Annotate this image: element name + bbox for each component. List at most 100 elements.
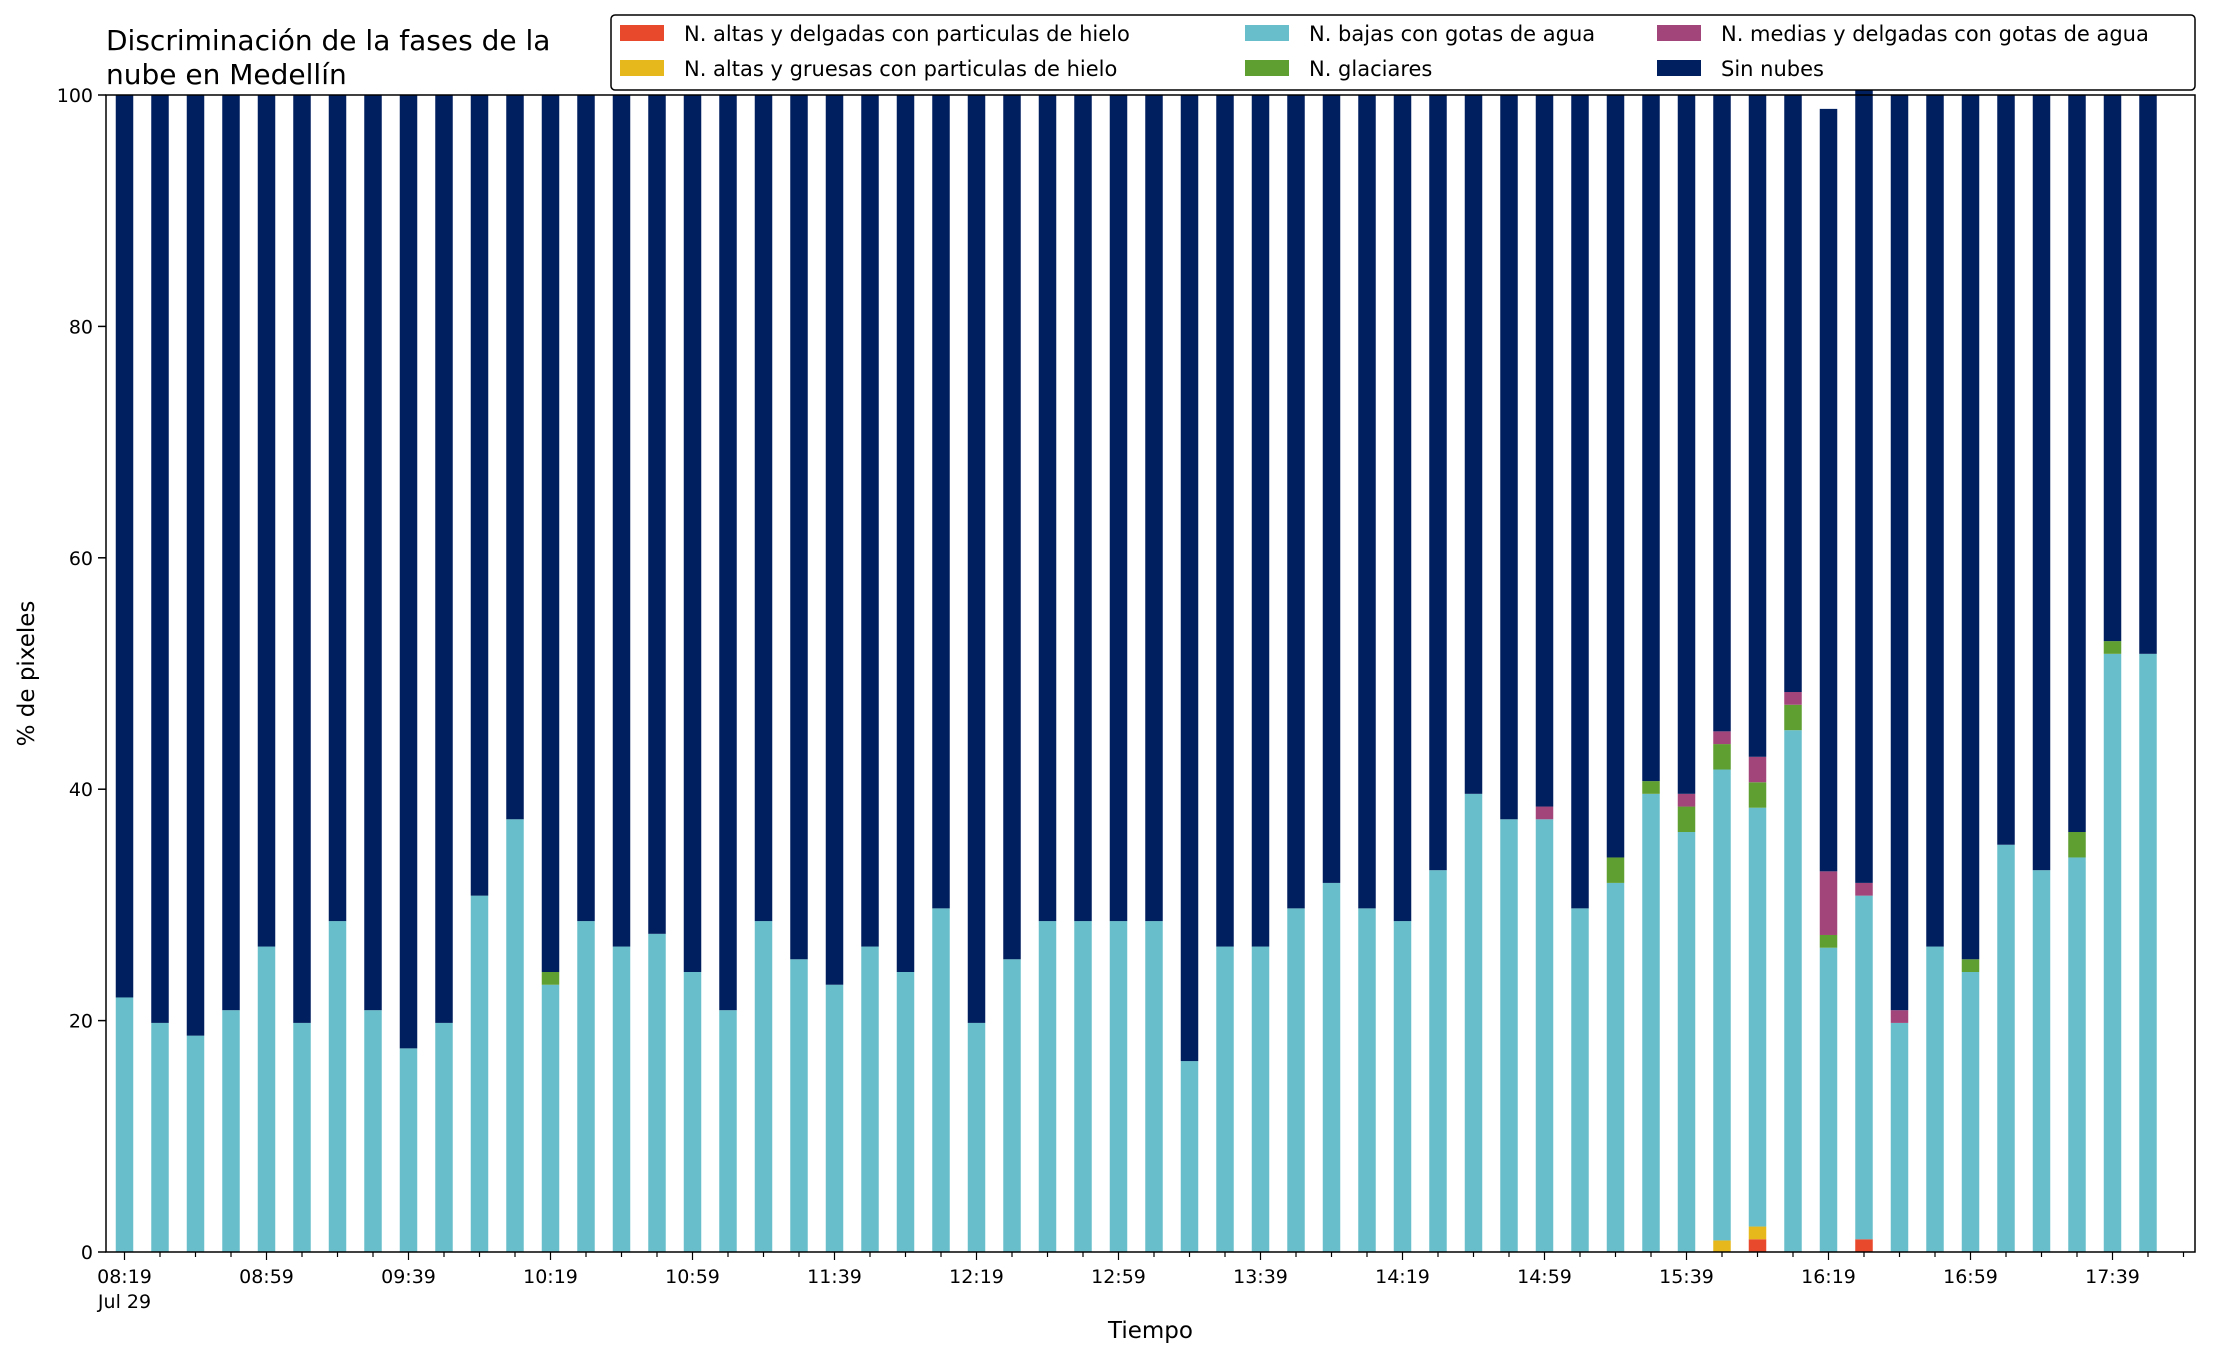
chart-title: Discriminación de la fases de la nube en… [106, 24, 550, 91]
bar-segment-1249-s5 [1074, 95, 1092, 922]
bar-segment-1559-s1 [1748, 1226, 1767, 1240]
y-tick-label: 60 [69, 548, 93, 570]
bars-layer [115, 82, 2157, 1252]
bar-segment-1039-s2 [612, 946, 631, 1252]
bar-segment-1629-s4 [1855, 882, 1873, 896]
bar-segment-1309-s5 [1145, 95, 1163, 922]
bar-segment-1249-s2 [1074, 921, 1092, 1252]
bar-segment-1029-s2 [577, 921, 595, 1252]
x-tick-label: 11:39 [807, 1266, 862, 1288]
legend-label: N. glaciares [1309, 57, 1432, 81]
bar-segment-1439-s5 [1464, 95, 1483, 794]
bar-segment-1509-s5 [1571, 95, 1589, 909]
y-tick-label: 80 [69, 316, 93, 338]
bar-segment-1219-s2 [967, 1022, 986, 1252]
bar-segment-0919-s5 [328, 95, 347, 922]
bar-segment-1029-s5 [577, 95, 595, 922]
bar-segment-1429-s2 [1429, 870, 1447, 1252]
bar-segment-1139-s5 [825, 95, 844, 985]
bar-segment-0949-s5 [435, 95, 453, 1023]
bar-segment-1519-s3 [1606, 857, 1625, 883]
x-axis: 08:19 08:59 09:39 10:19 10:59 11:39 12:19 12:59… [97, 1252, 2185, 1313]
bar-segment-1009-s5 [506, 95, 524, 820]
bar-segment-1149-s2 [861, 946, 879, 1252]
bar-segment-1749-s5 [2139, 95, 2157, 654]
bar-segment-1229-s2 [1003, 959, 1021, 1252]
x-axis-label: Tiempo [1107, 1318, 1193, 1344]
bar-segment-1329-s5 [1216, 95, 1234, 947]
bar-segment-1609-s2 [1784, 730, 1802, 1252]
y-tick-label: 20 [69, 1011, 93, 1033]
x-date-label: Jul 29 [97, 1291, 151, 1313]
y-axis: 0 20 40 60 80 100 [57, 85, 106, 1264]
bar-segment-1149-s5 [861, 95, 879, 947]
bar-segment-1129-s5 [790, 95, 808, 960]
x-tick-label: 08:59 [239, 1266, 294, 1288]
bar-segment-1739-s5 [2103, 95, 2122, 642]
bar-segment-1549-s3 [1713, 744, 1731, 770]
bar-segment-1549-s2 [1713, 769, 1731, 1241]
bar-segment-1159-s2 [896, 972, 915, 1252]
bar-segment-1009-s2 [506, 819, 524, 1252]
bar-segment-1649-s5 [1926, 95, 1944, 947]
bar-segment-1619-s5 [1819, 108, 1838, 872]
legend-box [610, 14, 2196, 91]
bar-segment-1329-s2 [1216, 946, 1234, 1252]
bar-segment-1659-s5 [1961, 95, 1980, 960]
bar-segment-1529-s3 [1642, 781, 1660, 794]
bar-segment-0949-s2 [435, 1022, 453, 1252]
y-axis-label: % de pixeles [14, 601, 40, 747]
x-tick-label: 12:59 [1091, 1266, 1146, 1288]
bar-segment-1619-s2 [1819, 947, 1838, 1252]
x-tick-label: 17:39 [2085, 1266, 2140, 1288]
bar-segment-1659-s3 [1961, 959, 1980, 973]
legend-label: N. bajas con gotas de agua [1309, 22, 1595, 46]
bar-segment-1719-s2 [2032, 870, 2051, 1252]
x-tick-label: 09:39 [381, 1266, 436, 1288]
y-tick-label: 100 [57, 85, 93, 107]
bar-segment-1559-s2 [1748, 807, 1767, 1227]
x-tick-label: 14:19 [1375, 1266, 1430, 1288]
bar-segment-0929-s5 [364, 95, 382, 1011]
legend-swatch [1657, 60, 1701, 76]
bar-segment-1539-s5 [1677, 95, 1696, 794]
legend-swatch [1657, 25, 1701, 41]
bar-segment-1209-s2 [932, 908, 950, 1252]
bar-segment-1019-s2 [541, 984, 560, 1252]
bar-segment-1339-s2 [1251, 946, 1270, 1252]
bar-segment-0829-s2 [151, 1022, 169, 1252]
bar-segment-1059-s5 [683, 95, 702, 973]
legend-swatch [620, 60, 664, 76]
bar-segment-1229-s5 [1003, 95, 1021, 960]
bar-segment-1449-s2 [1500, 819, 1518, 1252]
legend-swatch [1245, 60, 1289, 76]
bar-segment-1409-s5 [1358, 95, 1376, 909]
bar-segment-1359-s5 [1322, 95, 1341, 883]
bar-segment-1239-s2 [1038, 921, 1057, 1252]
bar-segment-1549-s1 [1713, 1240, 1731, 1252]
bar-segment-1339-s5 [1251, 95, 1270, 947]
bar-segment-1729-s3 [2068, 832, 2086, 858]
bar-segment-1719-s5 [2032, 95, 2051, 871]
bar-segment-0909-s2 [293, 1022, 311, 1252]
bar-segment-1239-s5 [1038, 95, 1057, 922]
bar-segment-1449-s5 [1500, 95, 1518, 820]
bar-segment-1709-s5 [1997, 95, 2015, 845]
bar-segment-1529-s2 [1642, 793, 1660, 1252]
bar-segment-0839-s2 [186, 1035, 205, 1252]
bar-segment-1739-s2 [2103, 653, 2122, 1252]
y-tick-label: 40 [69, 779, 93, 801]
bar-segment-0939-s5 [399, 95, 418, 1049]
bar-segment-1549-s4 [1713, 731, 1731, 745]
bar-segment-1109-s5 [719, 95, 737, 1011]
bar-segment-1459-s4 [1535, 806, 1554, 820]
bar-segment-1019-s3 [541, 972, 560, 985]
bar-segment-1609-s5 [1784, 95, 1802, 693]
bar-segment-1359-s2 [1322, 882, 1341, 1252]
bar-segment-1429-s5 [1429, 95, 1447, 871]
bar-segment-1559-s4 [1748, 756, 1767, 783]
bar-segment-1459-s2 [1535, 819, 1554, 1252]
bar-segment-1559-s5 [1748, 95, 1767, 757]
bar-segment-1639-s4 [1890, 1010, 1909, 1023]
